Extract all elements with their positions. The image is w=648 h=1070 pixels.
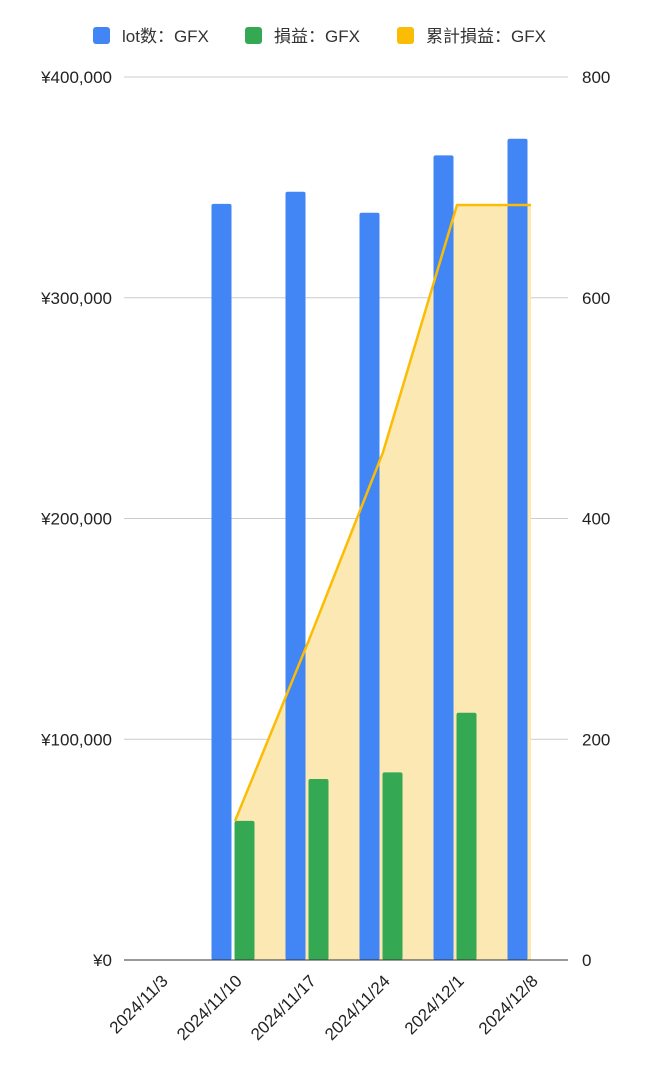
- lot-bar: [359, 212, 380, 961]
- x-tick-label: 2024/12/8: [475, 971, 542, 1038]
- legend-swatch-1: [93, 27, 110, 44]
- left-tick-label: ¥300,000: [40, 289, 112, 308]
- left-tick-label: ¥0: [92, 951, 112, 970]
- cumulative-line: [233, 203, 532, 822]
- left-tick-label: ¥200,000: [40, 510, 112, 529]
- x-tick-label: 2024/11/3: [106, 971, 172, 1037]
- lot-bar: [211, 203, 232, 960]
- x-tick-label: 2024/11/24: [321, 971, 394, 1044]
- lot-bar: [285, 191, 306, 961]
- right-tick-label: 600: [582, 289, 610, 308]
- lot-bar: [433, 155, 454, 960]
- pnl-bar: [382, 772, 403, 960]
- x-tick-label: 2024/12/1: [401, 971, 468, 1038]
- legend-label-1: lot数：GFX: [122, 27, 209, 46]
- legend-label-2: 損益：GFX: [274, 27, 360, 46]
- pnl-bar: [234, 820, 255, 960]
- x-tick-label: 2024/11/10: [173, 971, 246, 1044]
- pnl-bar: [308, 778, 329, 960]
- left-tick-label: ¥100,000: [40, 730, 112, 749]
- left-tick-label: ¥400,000: [40, 68, 112, 87]
- lot-bar: [507, 138, 528, 960]
- right-tick-label: 0: [582, 951, 591, 970]
- bars: [211, 138, 528, 961]
- legend: lot数：GFX 損益：GFX 累計損益：GFX: [93, 27, 546, 46]
- legend-swatch-2: [245, 27, 262, 44]
- legend-label-3: 累計損益：GFX: [426, 27, 546, 46]
- pnl-bar: [456, 712, 477, 960]
- right-tick-label: 400: [582, 510, 610, 529]
- right-tick-label: 200: [582, 730, 610, 749]
- x-tick-label: 2024/11/17: [247, 971, 320, 1044]
- legend-swatch-3: [397, 27, 414, 44]
- right-tick-label: 800: [582, 68, 610, 87]
